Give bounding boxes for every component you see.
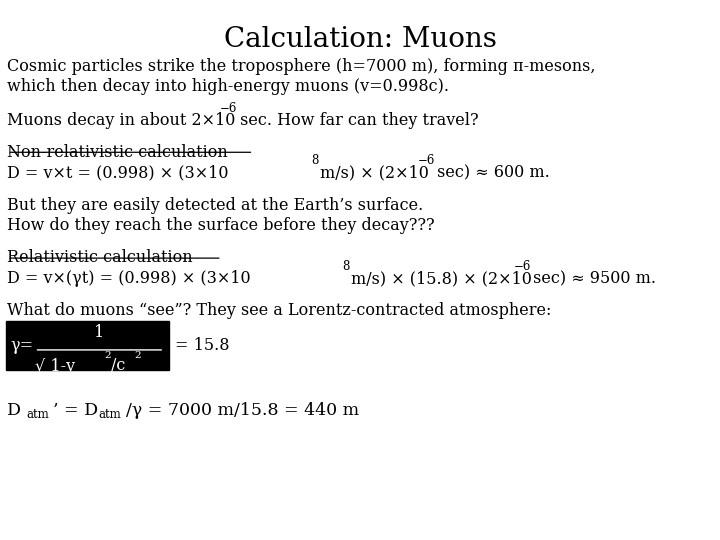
Text: −6: −6 — [514, 260, 531, 273]
Text: Muons decay in about 2×10: Muons decay in about 2×10 — [7, 112, 235, 129]
Text: /c: /c — [111, 357, 125, 374]
Text: Relativistic calculation: Relativistic calculation — [7, 249, 193, 266]
Text: ’ = D: ’ = D — [53, 402, 99, 419]
Text: How do they reach the surface before they decay???: How do they reach the surface before the… — [7, 217, 435, 234]
Text: atm: atm — [26, 408, 49, 421]
Text: D: D — [7, 402, 21, 419]
Text: −6: −6 — [220, 102, 237, 115]
Text: √ 1-v: √ 1-v — [35, 357, 75, 374]
Text: atm: atm — [99, 408, 122, 421]
Text: But they are easily detected at the Earth’s surface.: But they are easily detected at the Eart… — [7, 197, 423, 214]
Text: /γ = 7000 m/15.8 = 440 m: /γ = 7000 m/15.8 = 440 m — [126, 402, 359, 419]
Text: 2: 2 — [134, 351, 140, 360]
Text: D = v×t = (0.998) × (3×10: D = v×t = (0.998) × (3×10 — [7, 164, 229, 181]
Text: 1: 1 — [94, 325, 104, 341]
Text: Calculation: Muons: Calculation: Muons — [224, 26, 496, 53]
Text: What do muons “see”? They see a Lorentz-contracted atmosphere:: What do muons “see”? They see a Lorentz-… — [7, 302, 552, 319]
Text: Cosmic particles strike the troposphere (h=7000 m), forming π-mesons,: Cosmic particles strike the troposphere … — [7, 58, 595, 75]
Text: which then decay into high-energy muons (v=0.998c).: which then decay into high-energy muons … — [7, 78, 449, 95]
Text: = 15.8: = 15.8 — [175, 337, 230, 354]
Text: γ=: γ= — [11, 337, 34, 354]
Text: m/s) × (15.8) × (2×10: m/s) × (15.8) × (2×10 — [351, 270, 532, 287]
Text: m/s) × (2×10: m/s) × (2×10 — [320, 164, 428, 181]
Text: sec. How far can they travel?: sec. How far can they travel? — [235, 112, 478, 129]
Text: sec) ≈ 600 m.: sec) ≈ 600 m. — [432, 164, 550, 181]
Text: D = v×(γt) = (0.998) × (3×10: D = v×(γt) = (0.998) × (3×10 — [7, 270, 251, 287]
Text: 8: 8 — [311, 154, 318, 167]
Text: 8: 8 — [343, 260, 350, 273]
Text: −6: −6 — [418, 154, 435, 167]
FancyBboxPatch shape — [6, 321, 169, 370]
Text: sec) ≈ 9500 m.: sec) ≈ 9500 m. — [528, 270, 656, 287]
Text: Non-relativistic calculation: Non-relativistic calculation — [7, 144, 228, 161]
Text: 2: 2 — [104, 351, 111, 360]
